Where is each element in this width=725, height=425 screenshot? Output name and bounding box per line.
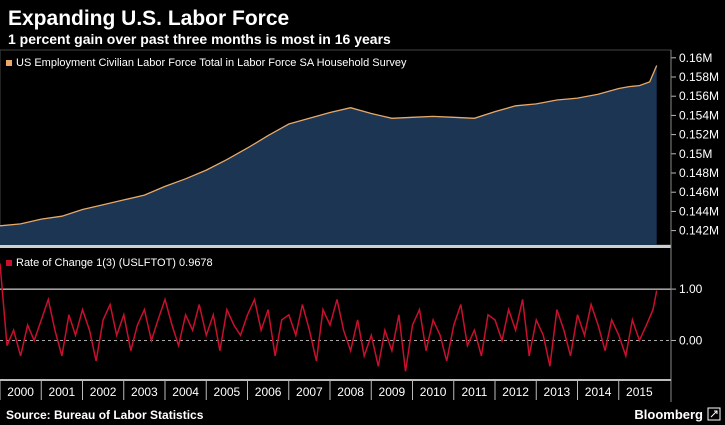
x-tick-label: 2004 xyxy=(172,385,199,399)
roc-legend-swatch xyxy=(6,260,12,266)
bottom-y-tick-label: 1.00 xyxy=(679,282,703,296)
x-tick-label: 2013 xyxy=(544,385,571,399)
level-legend-swatch xyxy=(6,60,12,66)
x-tick-label: 2014 xyxy=(585,385,612,399)
x-axis: 2000 2001 2002 2003 2004 2005 2006 2007 2008 2009… xyxy=(0,379,653,400)
top-y-tick-label: 0.148M xyxy=(679,166,719,180)
bottom-y-tick-label: 0.00 xyxy=(679,333,703,347)
expand-icon[interactable] xyxy=(707,407,721,421)
x-axis-line xyxy=(0,379,671,381)
x-tick-label: 2002 xyxy=(90,385,117,399)
x-tick-label: 2003 xyxy=(131,385,158,399)
x-tick-label: 2000 xyxy=(7,385,34,399)
rate-of-change-panel: 1.00 0.00 Rate of Change 1(3) (USLFTOT) 0… xyxy=(0,257,703,372)
top-y-tick-label: 0.144M xyxy=(679,204,719,218)
x-tick-label: 2015 xyxy=(626,385,653,399)
chart-subtitle: 1 percent gain over past three months is… xyxy=(8,31,391,47)
top-y-tick-label: 0.15M xyxy=(679,147,712,161)
top-y-tick-label: 0.16M xyxy=(679,51,712,65)
labor-force-area xyxy=(0,65,657,245)
x-tick-label: 2005 xyxy=(214,385,241,399)
x-tick-label: 2006 xyxy=(255,385,282,399)
x-tick-label: 2010 xyxy=(420,385,447,399)
top-y-tick-label: 0.142M xyxy=(679,224,719,238)
roc-legend-label: Rate of Change 1(3) (USLFTOT) 0.9678 xyxy=(16,257,213,269)
rate-of-change-line xyxy=(0,263,658,372)
x-tick-label: 2007 xyxy=(296,385,323,399)
level-legend-label: US Employment Civilian Labor Force Total… xyxy=(16,57,407,69)
footer xyxy=(0,402,725,425)
x-tick-label: 2012 xyxy=(502,385,529,399)
chart-title: Expanding U.S. Labor Force xyxy=(8,7,289,30)
source-note: Source: Bureau of Labor Statistics xyxy=(6,408,204,422)
bloomberg-logo: Bloomberg xyxy=(634,407,703,422)
top-y-tick-label: 0.152M xyxy=(679,128,719,142)
top-y-tick-label: 0.158M xyxy=(679,70,719,84)
x-tick-label: 2008 xyxy=(337,385,364,399)
top-y-tick-label: 0.146M xyxy=(679,185,719,199)
panel-divider xyxy=(0,245,671,248)
x-tick-label: 2001 xyxy=(49,385,76,399)
top-y-tick-label: 0.156M xyxy=(679,89,719,103)
top-y-tick-label: 0.154M xyxy=(679,108,719,122)
labor-force-line xyxy=(0,65,658,227)
labor-force-panel: 0.142M 0.144M 0.146M 0.148M 0.15M 0.152M 0.154… xyxy=(0,49,719,246)
x-tick-label: 2011 xyxy=(461,385,487,399)
x-tick-label: 2009 xyxy=(379,385,406,399)
